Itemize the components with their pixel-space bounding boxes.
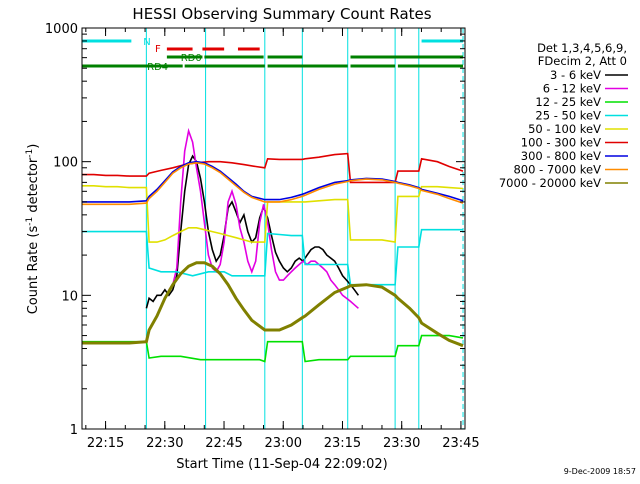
legend-header-line-1: Det 1,3,4,5,6,9, [537,41,627,55]
legend-label-6: 300 - 800 keV [521,149,601,163]
legend-label-8: 7000 - 20000 keV [499,176,601,190]
plot-area: NF RD0 RD4 [81,28,464,429]
series-line-3 [82,228,463,286]
y-tick-label: 1000 [45,22,78,37]
x-tick-label: 22:30 [146,436,183,451]
legend: Det 1,3,4,5,6,9, FDecim 2, Att 0 3 - 6 k… [499,41,628,190]
flag-label-f: F [155,44,161,55]
plot-frame [81,27,466,430]
series-line-8 [82,261,464,348]
x-axis-label: Start Time (11-Sep-04 22:09:02) [176,457,387,472]
series-line-6 [82,160,464,203]
y-tick-label: 10 [61,289,78,304]
legend-label-4: 50 - 100 keV [528,122,601,136]
legend-label-7: 800 - 7000 keV [513,163,601,177]
flag-label-rd0: RD0 [181,53,202,64]
axis-ticks: 22:15 22:30 22:45 23:00 23:15 23:30 23:45 1 10 10… [45,22,480,451]
flag-label-rd4: RD4 [147,62,168,73]
series-line-7 [82,161,464,206]
x-tick-label: 23:45 [442,436,479,451]
chart-title: HESSI Observing Summary Count Rates [132,5,431,23]
date-stamp: 9-Dec-2009 18:57 [564,467,636,476]
legend-header-line-2: FDecim 2, Att 0 [538,54,627,68]
y-axis-label: Count Rate (s-1 detector-1) [25,144,41,315]
series-line-2 [82,334,464,363]
legend-label-3: 25 - 50 keV [535,109,601,123]
x-tick-label: 23:00 [265,436,302,451]
legend-label-2: 12 - 25 keV [535,95,601,109]
series-line-5 [82,152,464,184]
flag-label-n: N [143,37,150,48]
y-tick-label: 1 [70,423,78,438]
x-tick-label: 23:30 [383,436,420,451]
y-tick-label: 100 [53,156,78,171]
series-line-4 [82,185,464,244]
legend-label-0: 3 - 6 keV [550,68,601,82]
legend-label-5: 100 - 300 keV [521,136,601,150]
x-tick-label: 22:15 [87,436,124,451]
x-tick-label: 22:45 [205,436,242,451]
x-tick-label: 23:15 [324,436,361,451]
series-line-1 [168,127,359,309]
legend-label-1: 6 - 12 keV [543,82,601,96]
